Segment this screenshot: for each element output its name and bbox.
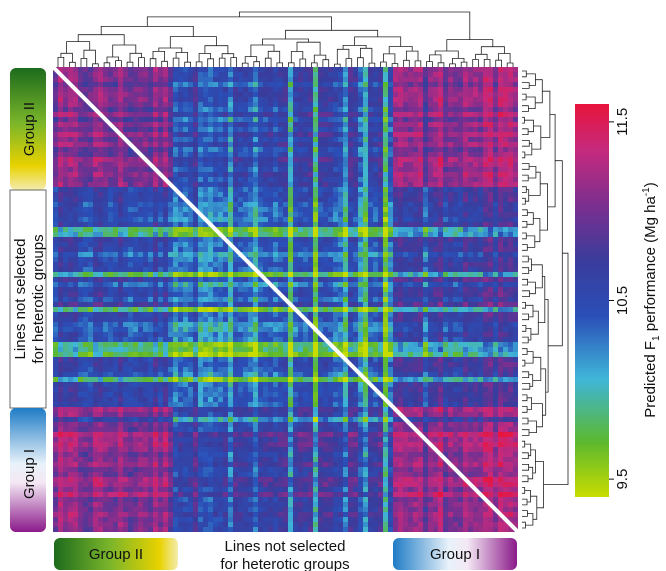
col-group-bar-group-ii: Group II bbox=[54, 538, 178, 570]
colorbar-label-superscript: -1 bbox=[641, 187, 652, 196]
colorbar bbox=[575, 104, 609, 497]
col-group-label-unselected-line2: for heterotic groups bbox=[220, 556, 349, 571]
diagonal-divider bbox=[51, 65, 520, 534]
row-group-unselected: Lines not selected for heterotic groups bbox=[9, 189, 47, 409]
row-group-label-group-ii: Group II bbox=[21, 102, 38, 156]
right-dendrogram bbox=[522, 70, 569, 529]
colorbar-label-suffix: ) bbox=[642, 182, 659, 187]
col-group-bar-group-i: Group I bbox=[393, 538, 517, 570]
row-group-label-unselected-line1: Lines not selected bbox=[12, 239, 29, 360]
colorbar-tick-label: 11.5 bbox=[614, 108, 631, 136]
row-group-label-unselected-line2: for heterotic groups bbox=[30, 234, 47, 363]
colorbar-tick-label: 9.5 bbox=[614, 469, 631, 490]
col-group-label-unselected-line1: Lines not selected bbox=[225, 538, 346, 555]
col-group-unselected: Lines not selected for heterotic groups bbox=[220, 538, 349, 571]
colorbar-tick-label: 10.5 bbox=[614, 286, 631, 315]
colorbar-label-middle: performance (Mg ha bbox=[642, 196, 659, 336]
colorbar-label: Predicted F1 performance (Mg ha-1) bbox=[641, 182, 662, 417]
row-group-bar-group-ii: Group II bbox=[10, 68, 46, 190]
row-group-bar-group-i: Group I bbox=[10, 408, 46, 532]
colorbar-ticks: 9.5 10.5 11.5 bbox=[609, 108, 631, 490]
heatmap-matrix bbox=[53, 67, 518, 532]
colorbar-label-subscript: 1 bbox=[651, 335, 662, 341]
top-dendrogram bbox=[57, 11, 514, 67]
row-group-label-group-i: Group I bbox=[21, 449, 38, 499]
colorbar-label-prefix: Predicted F bbox=[642, 341, 659, 418]
col-group-label-group-ii: Group II bbox=[89, 546, 143, 563]
col-group-label-group-i: Group I bbox=[430, 546, 480, 563]
